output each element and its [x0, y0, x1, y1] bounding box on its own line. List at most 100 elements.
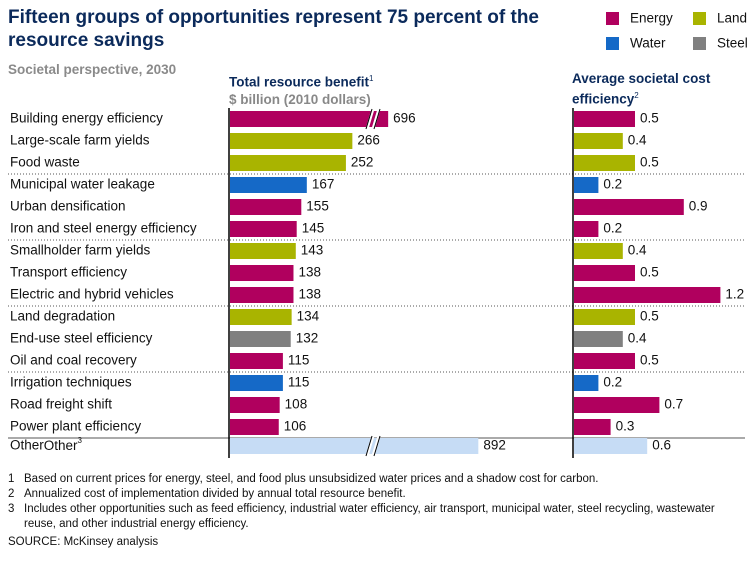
- category-label: Municipal water leakage: [10, 177, 155, 192]
- bar: [230, 133, 353, 149]
- bar: [230, 397, 280, 413]
- value-label: 266: [357, 133, 380, 148]
- bar: [574, 221, 599, 237]
- category-label: End-use steel efficiency: [10, 331, 153, 346]
- bar: [230, 353, 283, 369]
- value-label: 167: [312, 177, 335, 192]
- bar: [574, 353, 635, 369]
- legend-label: Energy: [630, 11, 673, 26]
- value-label: 115: [288, 353, 310, 368]
- bar: [230, 438, 479, 454]
- footnote-number: 2: [8, 488, 15, 500]
- bar: [574, 375, 599, 391]
- bar: [574, 243, 623, 259]
- category-label: Transport efficiency: [10, 265, 127, 280]
- value-label: 0.5: [640, 111, 659, 126]
- axis-break: [365, 108, 381, 130]
- value-label: 134: [297, 309, 320, 324]
- bar: [230, 287, 294, 303]
- panel-title-text: Total resource benefit: [229, 74, 370, 90]
- value-label: 0.9: [689, 199, 708, 214]
- legend-swatch: [693, 37, 706, 50]
- value-label: 696: [393, 111, 416, 126]
- bar: [574, 287, 721, 303]
- value-label: 1.2: [725, 287, 744, 302]
- footnote-text: Annualized cost of implementation divide…: [24, 488, 406, 500]
- legend-label: Land: [717, 11, 747, 26]
- category-label: Electric and hybrid vehicles: [10, 287, 174, 302]
- bar: [230, 309, 292, 325]
- value-label: 0.5: [640, 155, 659, 170]
- bar: [574, 111, 635, 127]
- value-label: 132: [296, 331, 319, 346]
- value-label: 143: [301, 243, 324, 258]
- bar: [230, 177, 307, 193]
- panel-title: Total resource benefit1 $ billion (2010 d…: [229, 70, 373, 108]
- category-label: Food waste: [10, 155, 80, 170]
- value-label: 0.4: [628, 133, 647, 148]
- category-label: Urban densification: [10, 199, 126, 214]
- value-label: 145: [302, 221, 325, 236]
- value-label: 0.5: [640, 265, 659, 280]
- bar: [230, 199, 302, 215]
- footnote-number: 1: [8, 473, 15, 485]
- axis-break: [365, 108, 381, 130]
- footnote: 3 Includes other opportunities such as fe…: [8, 502, 743, 532]
- category-label: Irrigation techniques: [10, 375, 132, 390]
- source: SOURCE: McKinsey analysis: [8, 536, 159, 548]
- chart-title: Fifteen groups of opportunities represen…: [8, 7, 539, 51]
- footnotes: 1 Based on current prices for energy, ste…: [8, 472, 743, 550]
- value-label: 108: [285, 397, 308, 412]
- value-label: 0.5: [640, 353, 659, 368]
- bar: [574, 199, 684, 215]
- value-label: 0.4: [628, 243, 647, 258]
- value-label: 0.2: [603, 221, 622, 236]
- bar: [574, 177, 599, 193]
- category-label: Large-scale farm yields: [10, 133, 150, 148]
- legend-label: Water: [630, 36, 666, 51]
- value-label: 0.2: [603, 177, 622, 192]
- note-ref: 3: [78, 436, 83, 445]
- note-ref: 1: [369, 74, 374, 83]
- bar: [230, 155, 346, 171]
- value-label: 115: [288, 375, 310, 390]
- legend-swatch: [606, 37, 619, 50]
- category-label: Smallholder farm yields: [10, 243, 151, 258]
- value-label: 106: [284, 419, 307, 434]
- panel-title-text: Average societal cost efficiency: [572, 71, 711, 107]
- footnote: 1 Based on current prices for energy, ste…: [8, 472, 743, 487]
- value-label: 252: [351, 155, 374, 170]
- legend-swatch: [606, 12, 619, 25]
- bar: [230, 419, 279, 435]
- bar: [574, 397, 660, 413]
- axis-break: [365, 435, 381, 457]
- value-label: 0.2: [603, 375, 622, 390]
- value-label: 155: [306, 199, 329, 214]
- axis-break: [365, 435, 381, 457]
- unit-label: $ billion (2010 dollars): [229, 91, 371, 107]
- footnote-text: Includes other opportunities such as fee…: [24, 503, 715, 530]
- bar: [230, 111, 389, 127]
- bar: [574, 133, 623, 149]
- legend-label: Steel: [717, 36, 747, 51]
- category-label: Building energy efficiency: [10, 111, 163, 126]
- value-label: 0.3: [616, 419, 635, 434]
- value-label: 892: [483, 438, 506, 453]
- bar: [230, 331, 291, 347]
- category-label: Oil and coal recovery: [10, 353, 137, 368]
- panel-title: Average societal cost efficiency2: [572, 70, 742, 108]
- bar: [230, 375, 283, 391]
- value-label: 0.5: [640, 309, 659, 324]
- legend-swatch: [693, 12, 706, 25]
- bar: [574, 265, 635, 281]
- bar: [574, 419, 611, 435]
- bar: [230, 265, 294, 281]
- value-label: 0.4: [628, 331, 647, 346]
- bar: [574, 331, 623, 347]
- bar: [574, 155, 635, 171]
- value-label: 0.7: [664, 397, 683, 412]
- category-label: Road freight shift: [10, 397, 112, 412]
- category-label: Power plant efficiency: [10, 419, 141, 434]
